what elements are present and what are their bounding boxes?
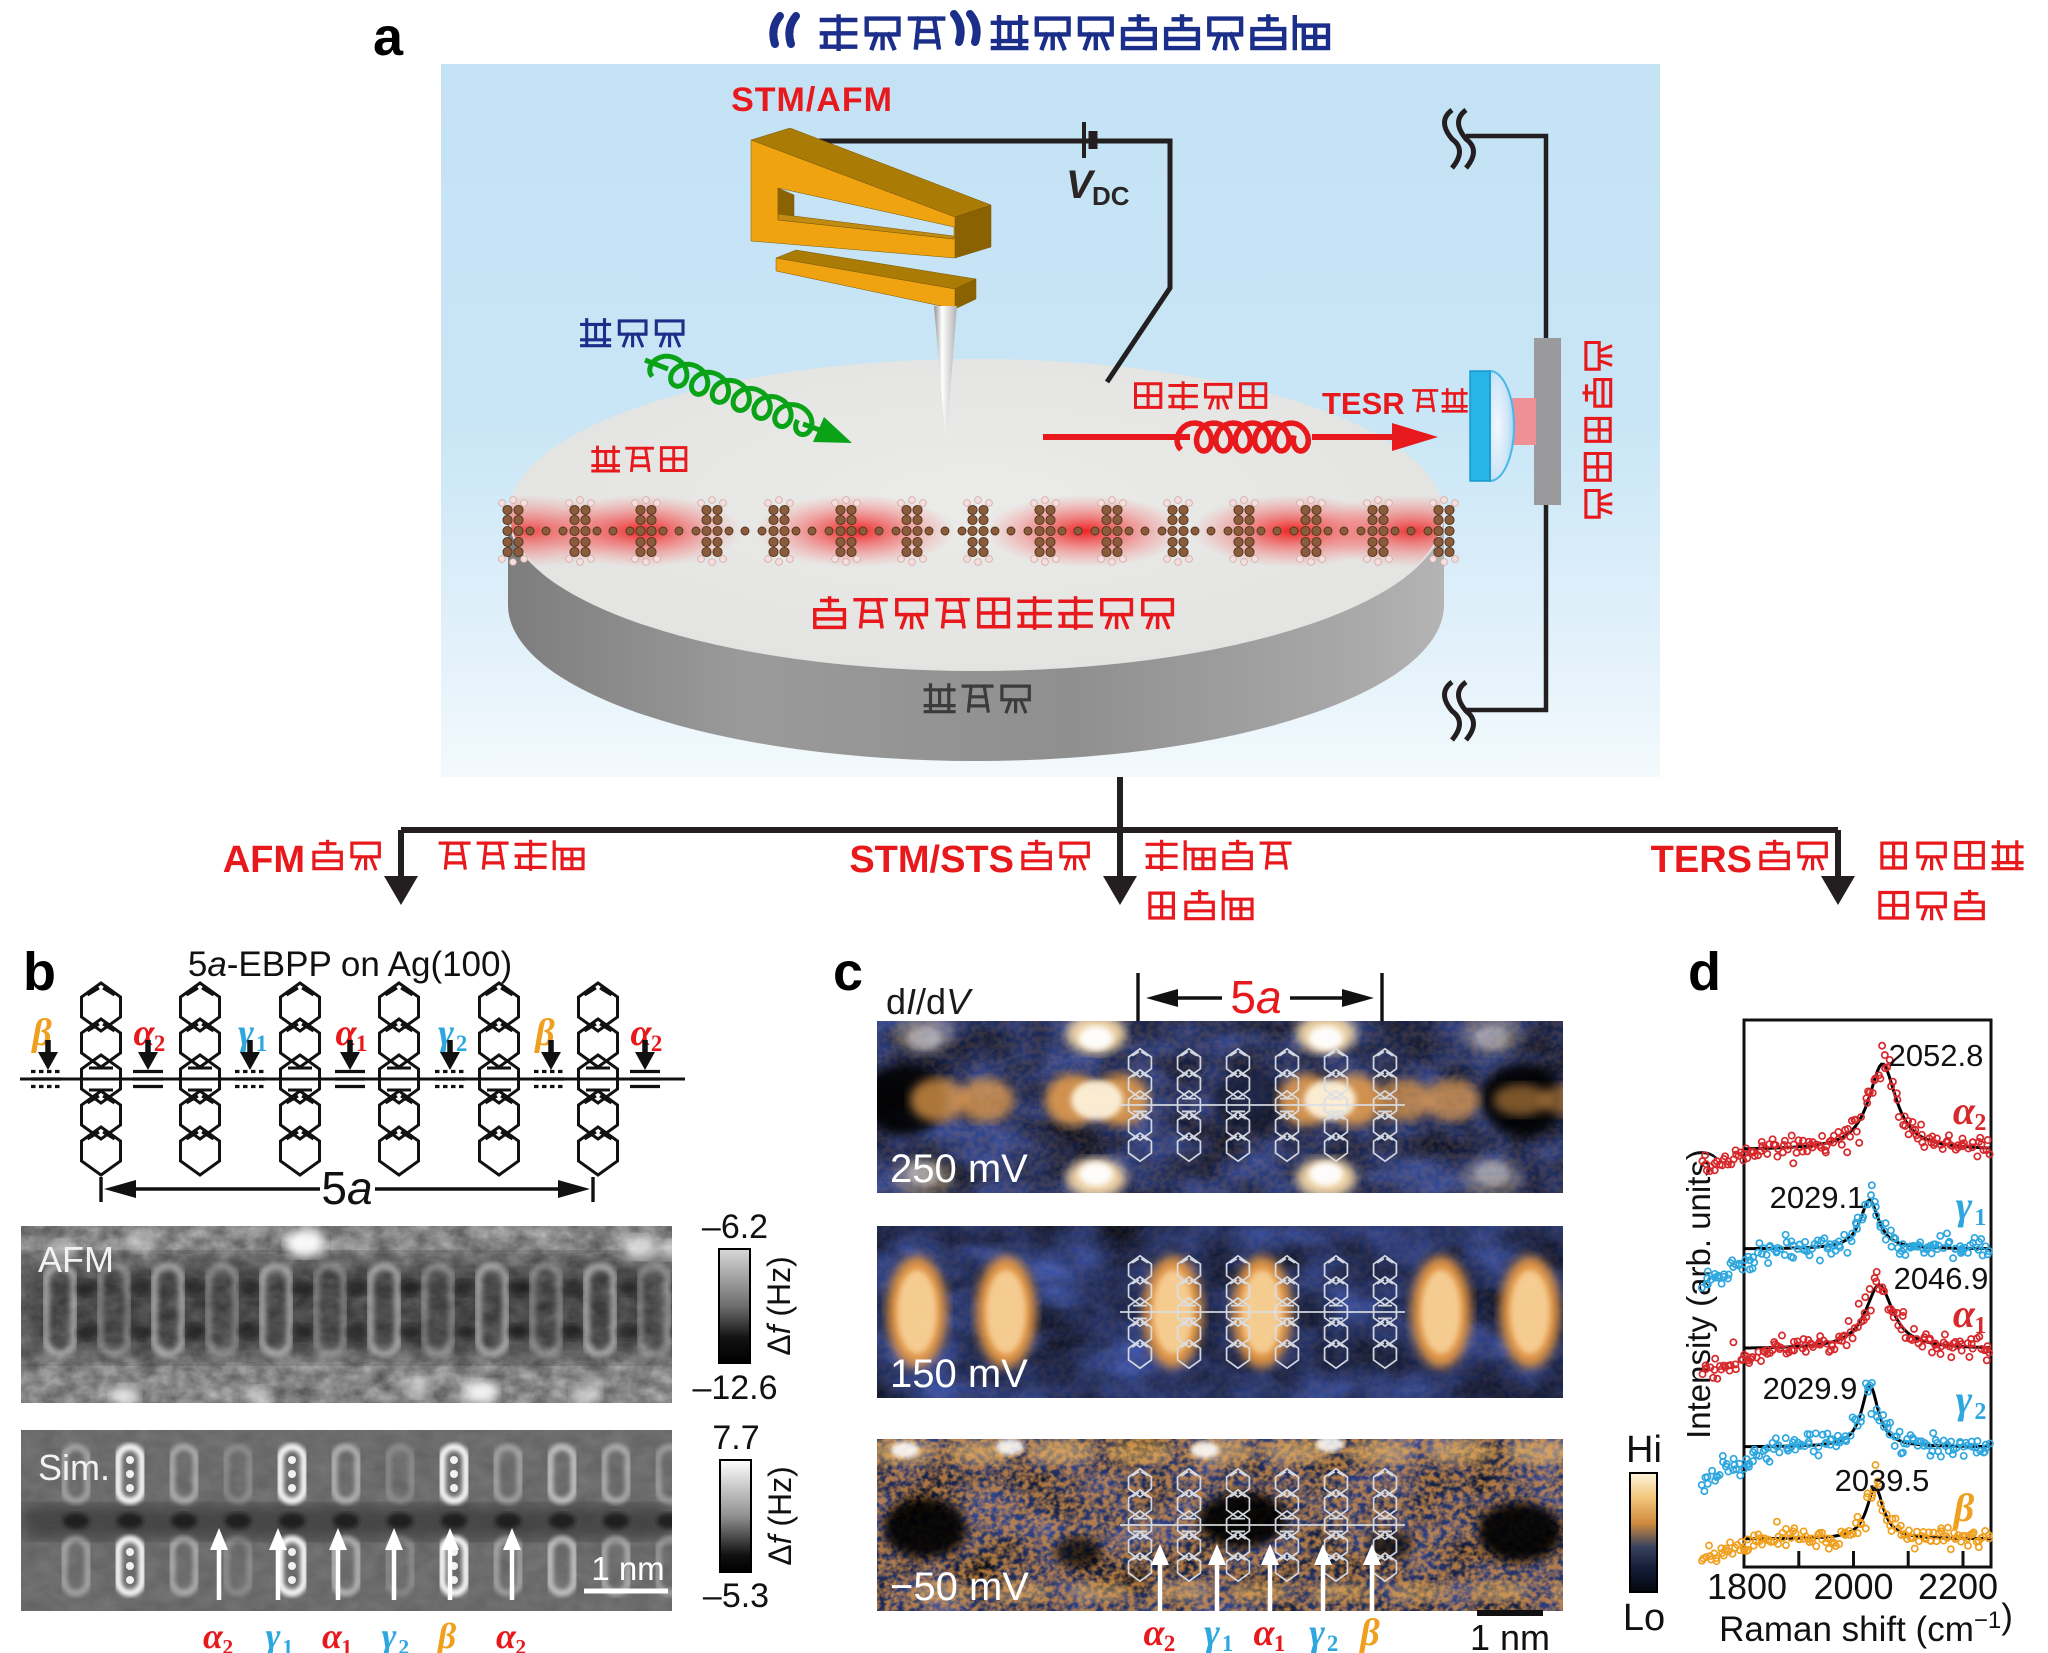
svg-text:β: β xyxy=(436,1616,457,1653)
svg-text:d: d xyxy=(1688,942,1721,1002)
svg-text:Hi: Hi xyxy=(1626,1429,1662,1471)
svg-text:2046.9: 2046.9 xyxy=(1894,1261,1989,1296)
svg-text:1: 1 xyxy=(256,1031,267,1056)
svg-text:β: β xyxy=(1952,1485,1975,1530)
svg-text:1: 1 xyxy=(341,1635,352,1653)
svg-text:α: α xyxy=(630,1012,652,1054)
svg-text:α: α xyxy=(322,1616,343,1653)
svg-text:γ: γ xyxy=(1956,1377,1973,1422)
svg-text:–12.6: –12.6 xyxy=(692,1369,777,1407)
svg-text:2: 2 xyxy=(515,1635,526,1653)
svg-text:b: b xyxy=(23,942,56,1002)
svg-text:1 nm: 1 nm xyxy=(591,1550,664,1587)
svg-text:dI/dV: dI/dV xyxy=(886,981,973,1022)
svg-text:Sim.: Sim. xyxy=(38,1447,110,1488)
svg-text:2029.1: 2029.1 xyxy=(1770,1180,1865,1215)
svg-text:–5.3: –5.3 xyxy=(703,1577,769,1615)
svg-text:TESR: TESR xyxy=(1322,386,1405,421)
svg-text:1: 1 xyxy=(1222,1631,1233,1653)
svg-text:1: 1 xyxy=(356,1031,367,1056)
svg-text:5a: 5a xyxy=(1230,971,1281,1023)
svg-text:Δf (Hz): Δf (Hz) xyxy=(761,1256,797,1356)
svg-text:1 nm: 1 nm xyxy=(1470,1617,1550,1653)
svg-text:γ: γ xyxy=(1309,1612,1325,1653)
svg-text:Lo: Lo xyxy=(1623,1597,1665,1639)
svg-text:−50 mV: −50 mV xyxy=(890,1565,1029,1609)
svg-text:STM/STS: STM/STS xyxy=(849,839,1014,881)
svg-text:2: 2 xyxy=(1327,1631,1338,1653)
svg-text:2: 2 xyxy=(651,1031,662,1056)
svg-text:α: α xyxy=(1253,1612,1275,1653)
svg-text:V: V xyxy=(1066,163,1096,207)
svg-text:AFM: AFM xyxy=(223,839,305,881)
svg-text:2: 2 xyxy=(222,1635,233,1653)
svg-text:DC: DC xyxy=(1092,181,1130,211)
svg-text:STM/AFM: STM/AFM xyxy=(731,81,893,119)
svg-text:1800: 1800 xyxy=(1707,1566,1787,1607)
svg-text:2000: 2000 xyxy=(1813,1566,1893,1607)
svg-text:α: α xyxy=(203,1616,224,1653)
svg-text:β: β xyxy=(1358,1612,1380,1653)
svg-text:2: 2 xyxy=(1974,1110,1986,1136)
svg-text:α: α xyxy=(335,1012,357,1054)
svg-text:2: 2 xyxy=(1164,1631,1175,1653)
svg-text:2200: 2200 xyxy=(1918,1566,1998,1607)
svg-text:α: α xyxy=(133,1012,155,1054)
svg-text:α: α xyxy=(1143,1612,1165,1653)
svg-text:1: 1 xyxy=(1274,1631,1285,1653)
svg-text:2: 2 xyxy=(398,1635,409,1653)
svg-text:2052.8: 2052.8 xyxy=(1889,1038,1984,1073)
svg-text:5a-EBPP on Ag(100): 5a-EBPP on Ag(100) xyxy=(188,945,512,984)
svg-text:150 mV: 150 mV xyxy=(890,1352,1028,1396)
svg-text:α: α xyxy=(1953,1088,1976,1133)
svg-text:2: 2 xyxy=(154,1031,165,1056)
svg-text:TERS: TERS xyxy=(1651,839,1752,881)
svg-text:2039.5: 2039.5 xyxy=(1835,1463,1930,1498)
svg-text:Intensity (arb. units): Intensity (arb. units) xyxy=(1680,1149,1717,1439)
svg-text:α: α xyxy=(1953,1291,1976,1336)
svg-text:AFM: AFM xyxy=(38,1239,114,1280)
svg-text:250 mV: 250 mV xyxy=(890,1147,1028,1191)
svg-text:Δf (Hz): Δf (Hz) xyxy=(762,1466,798,1566)
svg-text:α: α xyxy=(496,1616,517,1653)
svg-text:γ: γ xyxy=(266,1616,281,1653)
svg-text:2: 2 xyxy=(1974,1399,1986,1425)
svg-text:1: 1 xyxy=(282,1635,293,1653)
svg-text:γ: γ xyxy=(1956,1183,1973,1228)
svg-text:–6.2: –6.2 xyxy=(702,1208,768,1246)
svg-text:7.7: 7.7 xyxy=(712,1419,759,1457)
svg-text:γ: γ xyxy=(1204,1612,1220,1653)
svg-text:1: 1 xyxy=(1974,1205,1986,1231)
svg-text:γ: γ xyxy=(382,1616,397,1653)
svg-text:c: c xyxy=(833,942,863,1002)
svg-text:5a: 5a xyxy=(321,1162,372,1214)
svg-text:2029.9: 2029.9 xyxy=(1763,1371,1858,1406)
svg-text:2: 2 xyxy=(456,1031,467,1056)
svg-text:1: 1 xyxy=(1974,1313,1986,1339)
svg-text:a: a xyxy=(373,7,404,67)
